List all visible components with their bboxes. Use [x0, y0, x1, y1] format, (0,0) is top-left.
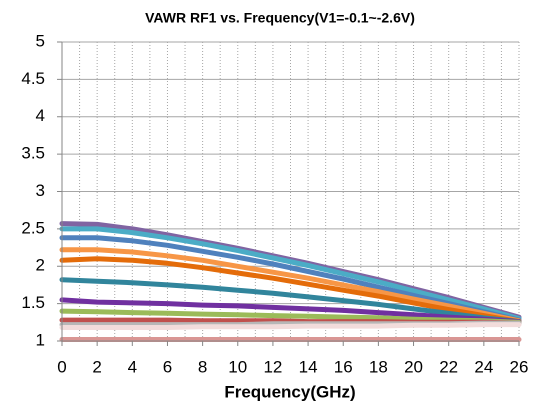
- series-line: [59, 256, 522, 325]
- x-tick-label: 6: [163, 357, 172, 376]
- x-tick-label: 0: [57, 357, 66, 376]
- x-tick-label: 22: [439, 357, 458, 376]
- x-tick-label: 18: [369, 357, 388, 376]
- series-line: [59, 277, 522, 325]
- x-tick-label: 24: [474, 357, 493, 376]
- x-tick-label: 16: [334, 357, 353, 376]
- series-line: [59, 297, 522, 325]
- y-tick-label: 3.5: [21, 144, 45, 163]
- x-tick-label: 10: [228, 357, 247, 376]
- x-tick-label: 20: [404, 357, 423, 376]
- series-lines: [59, 221, 522, 342]
- series-line: [59, 322, 522, 330]
- y-tick-label: 2.5: [21, 218, 45, 237]
- x-tick-label: 2: [92, 357, 101, 376]
- series-line: [59, 226, 522, 322]
- y-tick-label: 5: [36, 31, 45, 50]
- y-tick-label: 1: [36, 330, 45, 349]
- y-tick-label: 4: [36, 106, 45, 125]
- y-tick-label: 2: [36, 256, 45, 275]
- x-tick-label: 14: [299, 357, 318, 376]
- x-tick-label: 8: [198, 357, 207, 376]
- chart-title: VAWR RF1 vs. Frequency(V1=-0.1~-2.6V): [145, 10, 415, 26]
- x-tick-label: 26: [510, 357, 529, 376]
- series-line: [59, 247, 522, 324]
- x-tick-label: 4: [128, 357, 137, 376]
- y-tick-label: 4.5: [21, 69, 45, 88]
- y-tick-label: 1.5: [21, 293, 45, 312]
- y-tick-label: 3: [36, 181, 45, 200]
- x-axis-label: Frequency(GHz): [224, 382, 355, 401]
- x-tick-label: 12: [263, 357, 282, 376]
